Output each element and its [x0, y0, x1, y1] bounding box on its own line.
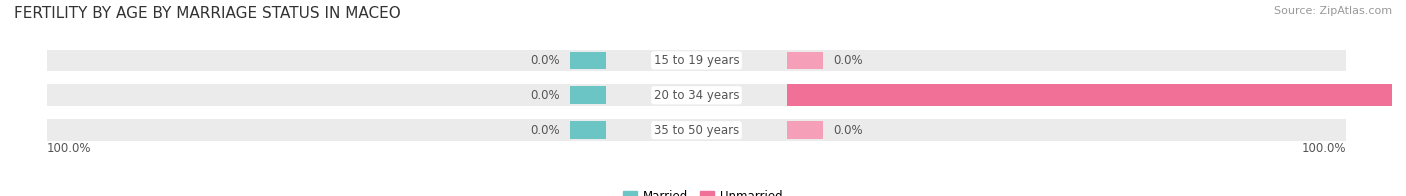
Text: 35 to 50 years: 35 to 50 years: [654, 124, 740, 137]
Bar: [787, 52, 824, 69]
Bar: [46, 119, 1347, 141]
Bar: [569, 52, 606, 69]
Legend: Married, Unmarried: Married, Unmarried: [619, 186, 787, 196]
Text: 0.0%: 0.0%: [530, 89, 560, 102]
Text: 100.0%: 100.0%: [46, 142, 91, 155]
Text: 0.0%: 0.0%: [832, 54, 863, 67]
Text: 0.0%: 0.0%: [832, 124, 863, 137]
Bar: [46, 50, 1347, 71]
Text: Source: ZipAtlas.com: Source: ZipAtlas.com: [1274, 6, 1392, 16]
Bar: [787, 84, 1406, 106]
Text: 15 to 19 years: 15 to 19 years: [654, 54, 740, 67]
Bar: [569, 86, 606, 104]
Text: 0.0%: 0.0%: [530, 54, 560, 67]
Bar: [46, 84, 1347, 106]
Bar: [569, 121, 606, 139]
Text: 0.0%: 0.0%: [530, 124, 560, 137]
Bar: [787, 86, 824, 104]
Bar: [787, 121, 824, 139]
Text: FERTILITY BY AGE BY MARRIAGE STATUS IN MACEO: FERTILITY BY AGE BY MARRIAGE STATUS IN M…: [14, 6, 401, 21]
Text: 100.0%: 100.0%: [1302, 142, 1347, 155]
Text: 20 to 34 years: 20 to 34 years: [654, 89, 740, 102]
